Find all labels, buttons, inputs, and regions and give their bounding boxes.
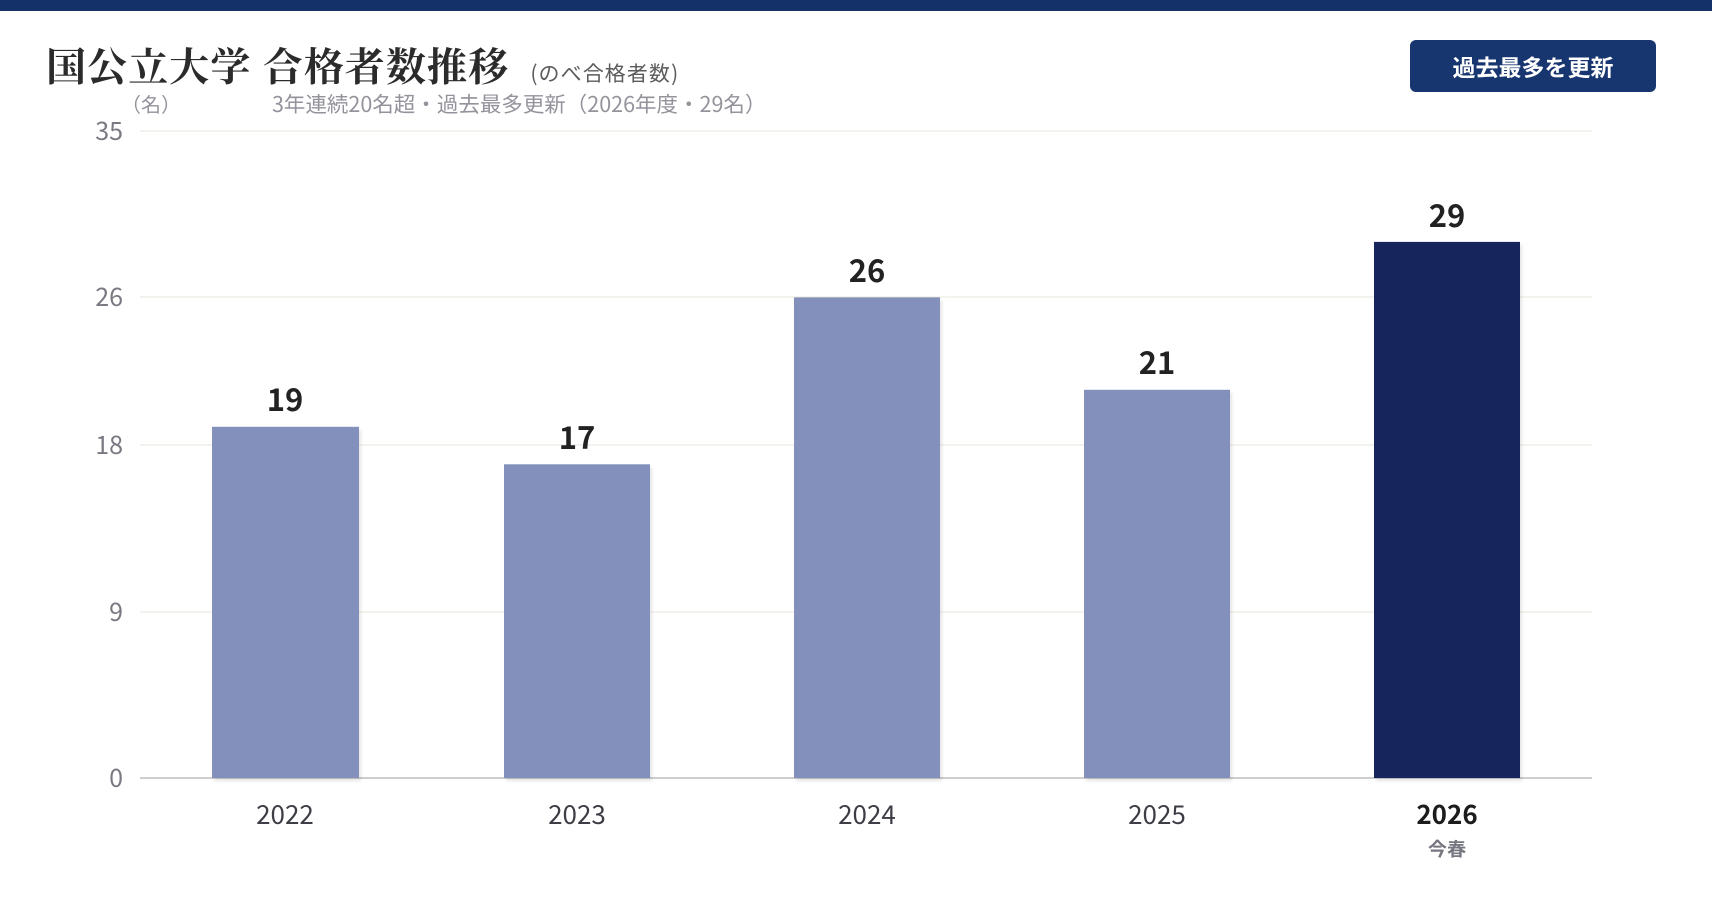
svg-text:35: 35	[95, 112, 123, 148]
svg-text:2024: 2024	[838, 795, 896, 832]
svg-text:今春: 今春	[1428, 835, 1466, 862]
svg-text:19: 19	[267, 375, 304, 420]
svg-text:2026: 2026	[1416, 795, 1477, 832]
svg-text:17: 17	[559, 413, 596, 458]
svg-text:29: 29	[1429, 191, 1466, 236]
svg-text:2022: 2022	[256, 795, 314, 832]
svg-text:0: 0	[109, 759, 123, 795]
svg-text:2025: 2025	[1128, 795, 1186, 832]
svg-text:2023: 2023	[548, 795, 606, 832]
svg-text:18: 18	[95, 426, 123, 462]
svg-text:9: 9	[109, 593, 123, 629]
svg-text:21: 21	[1139, 338, 1176, 383]
svg-text:26: 26	[95, 278, 123, 314]
svg-text:26: 26	[849, 246, 886, 291]
